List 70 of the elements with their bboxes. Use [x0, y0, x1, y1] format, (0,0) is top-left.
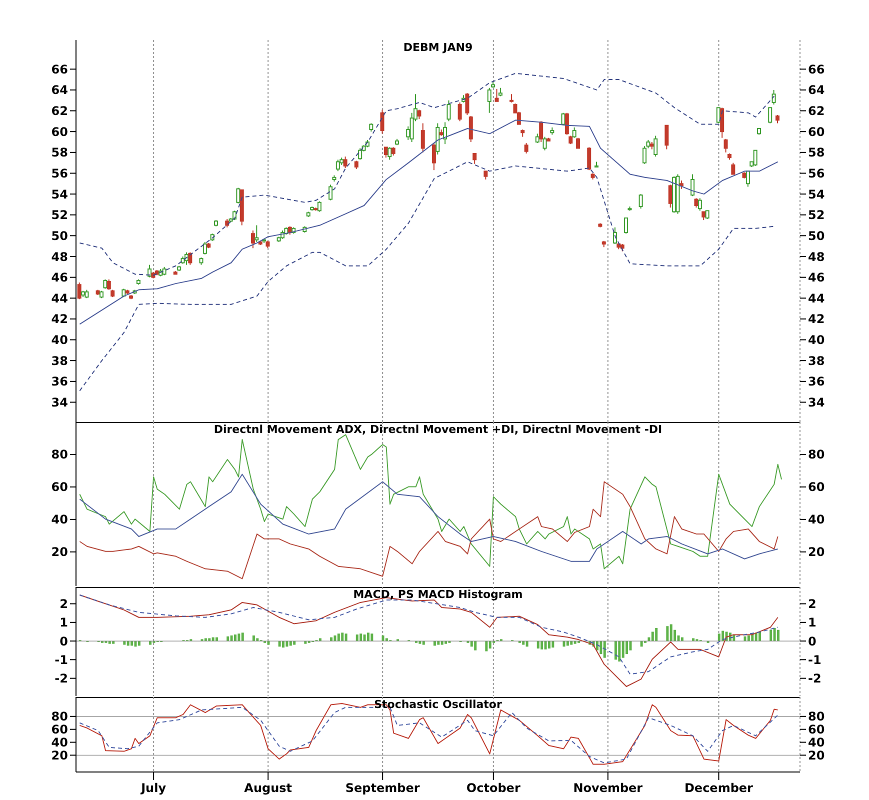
- y-tick-label: 40: [51, 512, 68, 527]
- x-tick-label: August: [244, 781, 292, 795]
- y2-tick-label: 0: [808, 634, 816, 648]
- y2-tick-label: 50: [808, 228, 825, 243]
- y-tick-label: 40: [51, 736, 68, 750]
- y-tick-label: 44: [51, 291, 68, 306]
- y2-tick-label: 46: [808, 270, 825, 285]
- y-tick-label: 62: [51, 104, 68, 118]
- y-tick-label: 64: [51, 83, 68, 98]
- y-tick-label: 20: [51, 545, 68, 560]
- y2-tick-label: 56: [808, 166, 825, 180]
- y2-tick-label: -1: [808, 652, 822, 667]
- y2-tick-label: 62: [808, 104, 825, 118]
- y2-tick-label: 38: [808, 354, 825, 368]
- y-tick-label: 66: [51, 62, 68, 76]
- y2-tick-label: 80: [808, 448, 825, 462]
- y2-tick-label: -2: [808, 672, 822, 686]
- y-tick-label: 40: [51, 333, 68, 348]
- y2-tick-label: 40: [808, 333, 825, 348]
- y-tick-label: 50: [51, 228, 68, 243]
- y-tick-label: 42: [51, 312, 68, 326]
- y2-tick-label: 60: [808, 124, 825, 139]
- y2-tick-label: 58: [808, 146, 825, 160]
- y-tick-label: 60: [51, 480, 68, 494]
- y2-tick-label: 20: [808, 545, 825, 560]
- y-tick-label: 52: [51, 208, 68, 222]
- y-tick-label: 54: [51, 187, 68, 202]
- x-tick-label: October: [466, 781, 520, 795]
- chart-title: Stochastic Oscillator: [374, 698, 502, 711]
- chart-title: MACD, PS MACD Histogram: [353, 588, 523, 601]
- y2-tick-label: 64: [808, 83, 825, 98]
- y2-tick-label: 40: [808, 736, 825, 750]
- y-tick-label: 48: [51, 250, 68, 264]
- y-tick-label: 0: [60, 634, 68, 648]
- chart-title: Directnl Movement ADX, Directnl Movement +DI, Directnl Movement -DI: [214, 423, 662, 436]
- y2-tick-label: 40: [808, 512, 825, 527]
- y2-tick-label: 60: [808, 722, 825, 737]
- y-tick-label: 60: [51, 722, 68, 737]
- y2-tick-label: 1: [808, 616, 816, 630]
- y2-tick-label: 44: [808, 291, 825, 306]
- y-tick-label: -2: [54, 672, 68, 686]
- y-tick-label: 46: [51, 270, 68, 285]
- y2-tick-label: 80: [808, 710, 825, 724]
- y-tick-label: 36: [51, 374, 68, 389]
- chart-title: DEBM JAN9: [403, 41, 473, 54]
- y-tick-label: 56: [51, 166, 68, 180]
- y-tick-label: 2: [60, 597, 68, 612]
- y2-tick-label: 34: [808, 395, 825, 410]
- y2-tick-label: 2: [808, 597, 816, 612]
- y-tick-label: 20: [51, 748, 68, 762]
- x-tick-label: September: [345, 781, 420, 795]
- y-tick-label: 80: [51, 448, 68, 462]
- x-tick-label: December: [684, 781, 754, 795]
- y-tick-label: 1: [60, 616, 68, 630]
- x-tick-label: July: [140, 781, 166, 795]
- y-tick-label: 38: [51, 354, 68, 368]
- y-tick-label: 58: [51, 146, 68, 160]
- y-tick-label: 34: [51, 395, 68, 410]
- y2-tick-label: 54: [808, 187, 825, 202]
- y2-tick-label: 20: [808, 748, 825, 762]
- y2-tick-label: 60: [808, 480, 825, 494]
- y2-tick-label: 48: [808, 250, 825, 264]
- y2-tick-label: 52: [808, 208, 825, 222]
- y-tick-label: -1: [54, 652, 68, 667]
- y2-tick-label: 66: [808, 62, 825, 76]
- y2-tick-label: 36: [808, 374, 825, 389]
- x-tick-label: November: [573, 781, 643, 795]
- y-tick-label: 60: [51, 124, 68, 139]
- y-tick-label: 80: [51, 710, 68, 724]
- y2-tick-label: 42: [808, 312, 825, 326]
